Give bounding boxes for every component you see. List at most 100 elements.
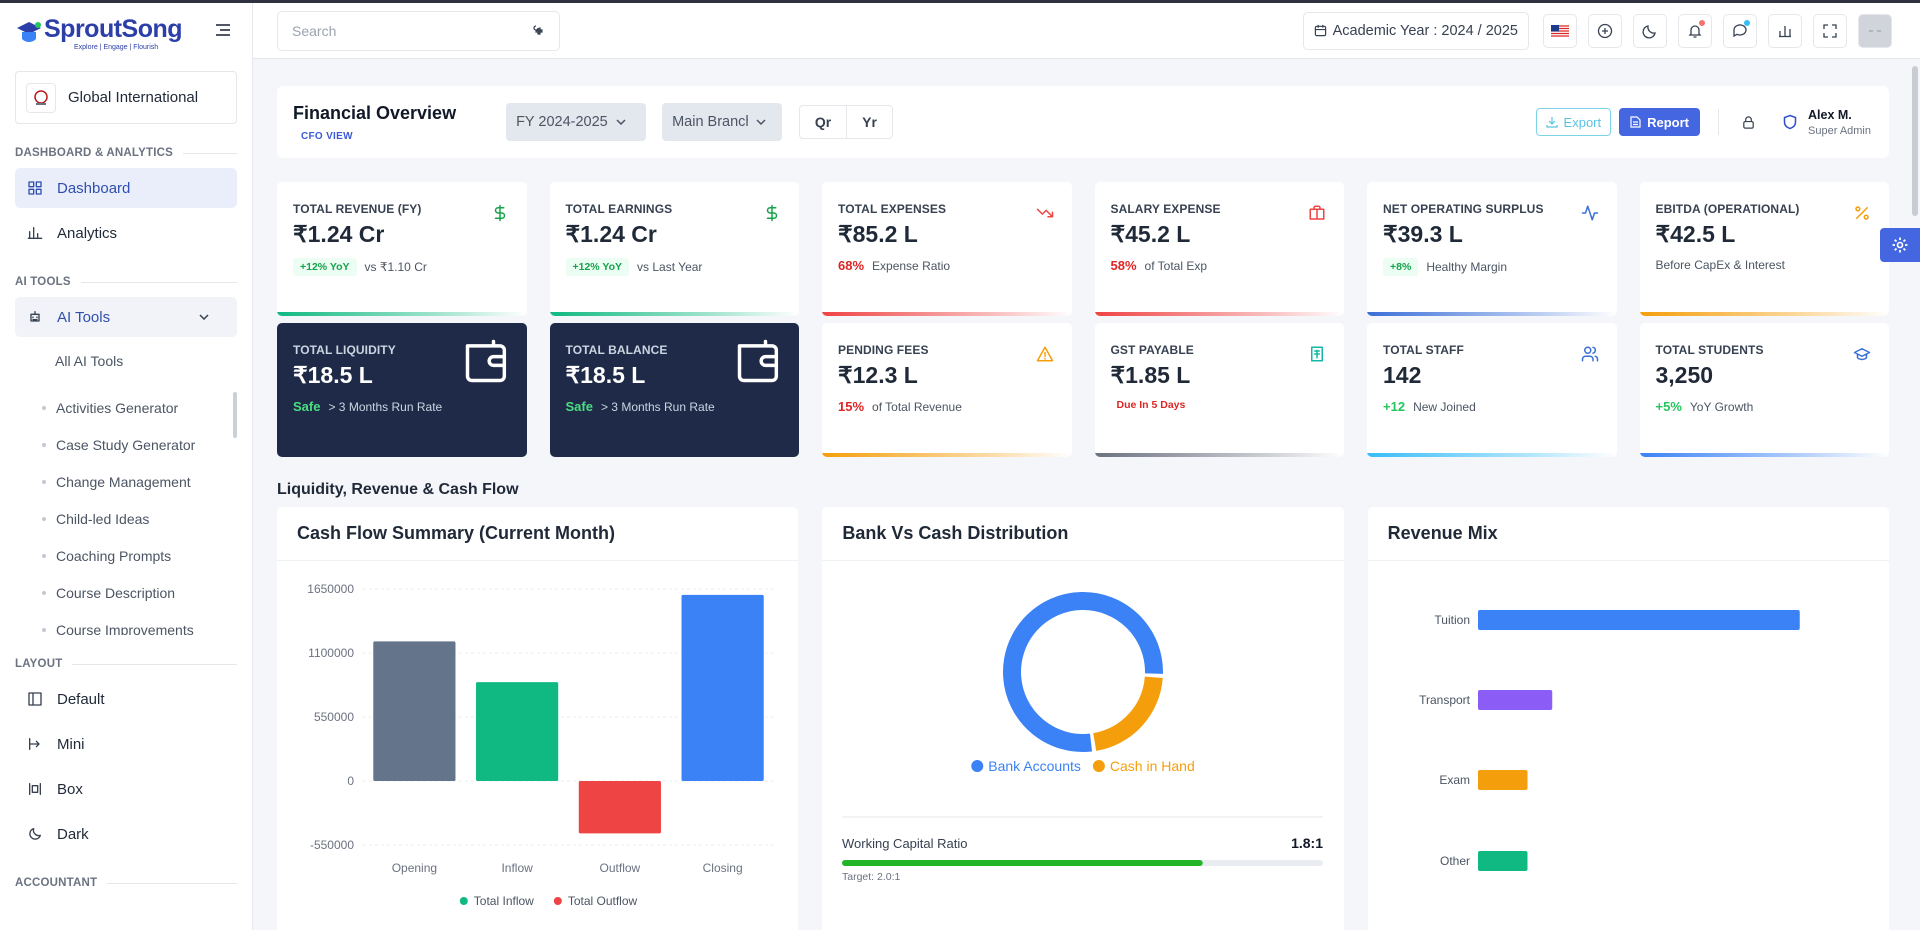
bullet [42,405,46,410]
nav-subitem[interactable]: Change Management [0,463,252,500]
notifications[interactable] [1678,13,1712,48]
nav-item[interactable]: Dark [15,814,237,854]
legend-marker [1093,760,1106,772]
menu-toggle[interactable] [214,22,232,38]
x-tick-label: Outflow [600,861,641,875]
theme-toggle[interactable] [1633,13,1667,48]
logo[interactable]: SproutSong Explore | Engage | Flourish [0,0,252,60]
icon-path [1581,346,1598,362]
icon [737,339,779,383]
icon [1309,205,1325,220]
chart-icon [1779,25,1791,37]
school-selector[interactable]: Global International [15,71,237,124]
element [1745,115,1752,122]
fullscreen-button[interactable] [1813,13,1847,48]
nav-subitem-text: Course Improvements [56,621,194,636]
bar [1477,690,1552,710]
nav-item[interactable]: Box [15,769,237,809]
y-tick-label: 0 [347,774,354,788]
kpi-note: vs ₹1.10 Cr [364,260,427,274]
search-box[interactable]: Search [277,10,560,51]
nav-section-title: AI TOOLS [15,276,237,288]
nav-subitem[interactable]: Case Study Generator [0,426,252,463]
nav-item[interactable]: Analytics [15,213,237,253]
kpi-badge: Safe [565,399,593,414]
bar [681,594,764,781]
download-icon [1545,117,1558,128]
metric-target: Target: 2.0:1 [842,871,901,883]
divider [107,882,237,884]
calendar-icon [1314,24,1326,37]
settings-button[interactable] [1880,228,1920,262]
export-button[interactable]: Export [1535,108,1612,136]
language-flag[interactable] [1543,13,1577,48]
kpi-accent [1094,453,1344,457]
period-toggle: Qr Yr [799,105,894,139]
kpi-footer: +12% YoY vs ₹1.10 Cr [293,258,511,276]
y-tick-label: -550000 [310,838,354,852]
icon-path [1309,205,1325,220]
kpi-icon [733,335,785,392]
avatar[interactable] [1858,13,1892,48]
kpi-card: PENDING FEES ₹12.3 L 15% of Total Revenue [822,323,1072,457]
divider [182,152,237,154]
nav-item[interactable]: Default [15,679,237,719]
nav-subitem[interactable]: Course Description [0,574,252,611]
kpi-card: TOTAL STUDENTS 3,250 +5% YoY Growth [1639,323,1889,457]
nav-subitem[interactable]: Child-led Ideas [0,500,252,537]
messages[interactable] [1723,13,1757,48]
chart-card: Cash Flow Summary (Current Month) -550000… [277,507,799,930]
gear-icon [1892,237,1908,253]
bullet [42,479,46,484]
add-button[interactable] [1588,13,1622,48]
x-tick-label: Inflow [501,861,533,875]
lock-icon[interactable] [1741,115,1756,130]
nav-item[interactable]: Mini [15,724,237,764]
metric-label: Working Capital Ratio [842,836,967,851]
y-category-label: Exam [1439,773,1470,787]
nav-subitem[interactable]: Course Improvements [0,611,252,635]
x-tick-label: Opening [392,861,437,875]
user-info[interactable]: Alex M. Super Admin [1808,108,1871,137]
kpi-footer: Safe > 3 Months Run Rate [566,399,784,414]
kpi-note: Expense Ratio [872,258,951,273]
academic-year[interactable]: Academic Year : 2024 / 2025 [1302,11,1529,50]
period-button[interactable]: Qr [814,114,832,130]
separator [1718,109,1720,135]
nav-subitem[interactable]: All AI Tools [0,342,252,379]
school-logo [26,82,56,113]
fy-select[interactable]: FY 2024-2025 [506,103,647,141]
chart: Bank Accounts Cash in Hand Working Capital… [842,592,1324,883]
report-button[interactable]: Report [1619,108,1701,136]
kpi-icon [1036,345,1054,368]
kpi-note: Before CapEx & Interest [1655,258,1785,272]
kpi-icon [1581,204,1599,227]
bar [1477,770,1528,790]
nav-item[interactable]: Dashboard [15,168,237,208]
bullet [42,590,46,595]
kpi-badge: +12% YoY [565,258,630,276]
nav-subitem[interactable]: Activities Generator [0,389,252,426]
kpi-footer: +12 New Joined [1383,399,1601,414]
element [1896,241,1904,249]
chart-title: Cash Flow Summary (Current Month) [277,507,799,561]
reports-button[interactable] [1768,13,1802,48]
chevron [616,119,626,125]
branch-select[interactable]: Main Branch [662,103,783,141]
nav-item[interactable]: AI Tools [15,297,237,337]
bar [1477,610,1800,630]
element [36,102,46,105]
nav-subitem[interactable]: Coaching Prompts [0,537,252,574]
logo-icon [17,22,41,42]
page-scrollbar [1912,66,1918,216]
legend: Total Inflow Total Outflow [459,894,638,908]
period-button[interactable]: Yr [846,106,892,138]
kpi-card: GST PAYABLE ₹1.85 L Due In 5 Days [1094,323,1344,457]
kpi-accent [277,312,527,316]
kpi-label: TOTAL LIQUIDITY [293,343,396,357]
nav-subitem-text: Case Study Generator [56,436,196,453]
kpi-card: TOTAL EXPENSES ₹85.2 L 68% Expense Ratio [822,182,1072,316]
kpi-value: ₹42.5 L [1655,221,1736,247]
kpi-badge: 15% [838,399,865,414]
